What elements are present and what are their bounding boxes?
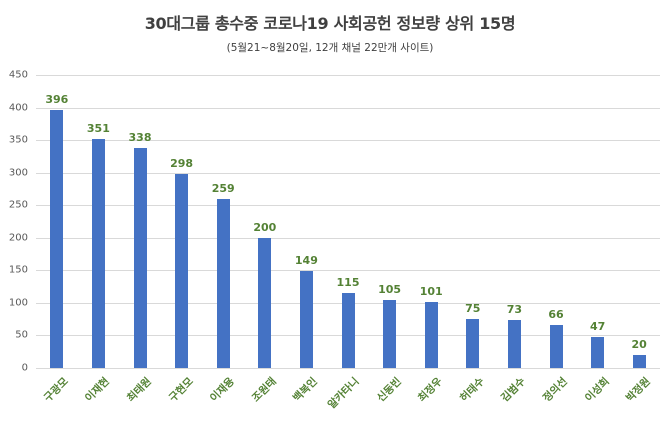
data-label: 73 xyxy=(506,303,523,317)
data-label: 66 xyxy=(548,308,564,322)
x-axis-category-label: 알카타니 xyxy=(325,375,362,412)
x-axis-category-label: 허태수 xyxy=(457,375,487,405)
x-axis-category-label: 구광모 xyxy=(41,375,71,405)
bar xyxy=(299,270,313,368)
data-label: 338 xyxy=(128,130,152,144)
bar xyxy=(341,293,355,368)
bar xyxy=(50,110,64,368)
x-axis-category-label: 신동빈 xyxy=(374,375,404,405)
y-axis-tick-label: 300 xyxy=(8,167,28,179)
data-label: 200 xyxy=(253,220,277,234)
bar xyxy=(258,237,272,368)
gridline xyxy=(36,205,660,206)
bar xyxy=(91,139,105,368)
x-axis-category-label: 이성희 xyxy=(582,375,612,405)
y-axis-tick-label: 200 xyxy=(8,232,28,244)
chart-title: 30대그룹 총수중 코로나19 사회공헌 정보량 상위 15명 xyxy=(144,14,516,33)
bar xyxy=(549,325,563,368)
data-label: 396 xyxy=(45,93,69,107)
x-axis-category-label: 정의선 xyxy=(540,375,570,405)
data-label: 105 xyxy=(378,282,402,296)
y-axis-tick-label: 350 xyxy=(8,134,28,146)
y-axis-tick-label: 50 xyxy=(15,329,28,341)
gridline xyxy=(36,108,660,109)
gridline xyxy=(36,368,660,369)
bar xyxy=(591,337,605,368)
data-label: 20 xyxy=(631,337,647,351)
bar xyxy=(632,354,646,368)
bar xyxy=(175,173,189,368)
x-axis-category-label: 김범수 xyxy=(499,375,529,405)
gridline xyxy=(36,75,660,76)
y-axis-tick-label: 400 xyxy=(8,102,28,114)
data-label: 298 xyxy=(170,156,194,170)
bar xyxy=(507,320,521,368)
gridline xyxy=(36,173,660,174)
x-axis-category-label: 이재현 xyxy=(83,375,113,405)
gridline xyxy=(36,140,660,141)
gridline xyxy=(36,238,660,239)
data-label: 101 xyxy=(419,285,443,299)
x-axis-category-label: 구현모 xyxy=(166,375,196,405)
bar xyxy=(133,147,147,368)
data-label: 115 xyxy=(336,276,360,290)
y-axis-tick-label: 250 xyxy=(8,199,28,211)
data-label: 75 xyxy=(465,302,481,316)
data-label: 351 xyxy=(86,122,110,136)
bar xyxy=(466,319,480,368)
data-label: 47 xyxy=(589,320,606,334)
y-axis-tick-label: 450 xyxy=(8,69,28,81)
y-axis-tick-label: 100 xyxy=(8,297,28,309)
x-axis-category-label: 백복인 xyxy=(291,375,321,405)
x-axis-category-label: 최태원 xyxy=(124,375,154,405)
data-label: 149 xyxy=(294,253,318,267)
y-axis-tick-label: 150 xyxy=(8,264,28,276)
bar xyxy=(424,302,438,368)
bar xyxy=(216,199,230,368)
chart-subtitle: (5월21~8월20일, 12개 채널 22만개 사이트) xyxy=(226,42,434,54)
x-axis-category-label: 이재용 xyxy=(208,375,238,405)
data-label: 259 xyxy=(211,182,235,196)
gridline xyxy=(36,270,660,271)
x-axis-category-label: 박정원 xyxy=(624,375,654,405)
x-axis-category-label: 조원태 xyxy=(249,375,279,405)
y-axis-tick-label: 0 xyxy=(21,362,28,374)
x-axis-category-label: 최정우 xyxy=(416,375,446,405)
bar xyxy=(383,299,397,368)
